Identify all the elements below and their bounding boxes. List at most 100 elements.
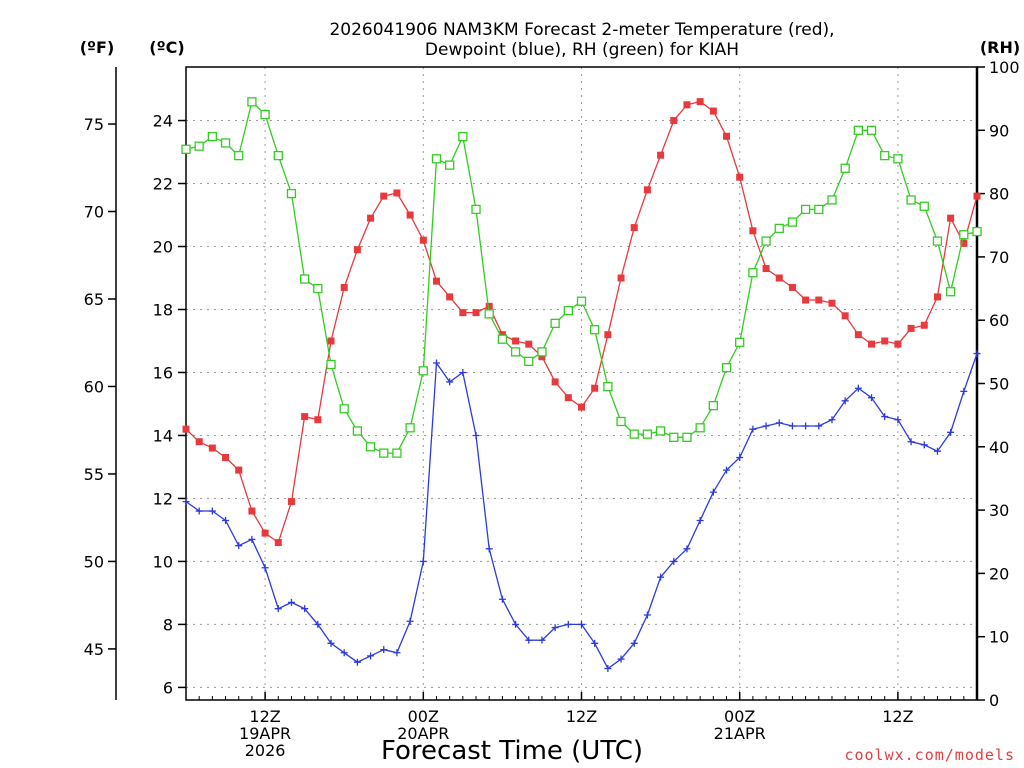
rh-point [787,217,798,227]
rh-point [959,230,969,240]
dewpoint-point [406,617,414,625]
celsius-tick-label: 14 [153,426,173,445]
dewpoint-point [208,507,216,515]
rh-point [273,150,283,161]
rh-tick-label: 10 [989,628,1009,647]
rh-point [642,429,653,439]
dewpoint-point [591,639,599,647]
temperature-point [538,353,546,361]
rh-point [893,154,903,164]
temperature-point [485,302,493,310]
temperature-point [815,296,823,304]
rh-point [286,188,297,199]
temperature-point [709,107,717,115]
dewpoint-point [235,542,243,550]
temperature-point [472,309,480,317]
rh-point [735,337,745,348]
fahrenheit-tick-label: 65 [84,290,104,309]
temperature-point [261,529,269,537]
rh-point [194,141,204,151]
rh-point [590,325,600,335]
rh-point [932,236,943,246]
rh-point [866,125,877,135]
dewpoint-point [287,598,295,606]
temperature-point [248,507,256,515]
temperature-point [340,283,348,291]
temperature-point [960,239,968,247]
time-tick-label: 2026 [245,741,286,760]
dewpoint-point [432,359,440,367]
rh-point [853,125,863,135]
temperature-point [696,98,704,106]
temperature-point [380,192,388,200]
dewpoint-point [630,639,638,647]
fahrenheit-tick-label: 55 [84,465,104,484]
time-tick-label: 12Z [882,707,913,726]
series-dewpoint [182,350,981,673]
dewpoint-point [485,545,493,553]
rh-point [576,296,587,306]
dewpoint-point [868,394,876,402]
dewpoint-point [564,620,572,628]
dewpoint-point [933,447,941,455]
temperature-point [973,192,981,200]
temperature-point [828,299,836,307]
temperature-point [459,309,467,317]
dewpoint-point [854,384,862,392]
dewpoint-point [472,431,480,439]
fahrenheit-tick-label: 45 [84,640,104,659]
temperature-point [419,236,427,244]
temperature-point [235,466,243,474]
rh-point [405,423,415,433]
rh-point [379,448,389,458]
temperature-point [643,186,651,194]
temperature-point [195,438,203,446]
rh-point [774,223,784,234]
dewpoint-point [960,387,968,395]
rh-point [695,423,705,433]
rh-unit-label: (RH) [980,38,1020,57]
temperature-point [881,337,889,345]
dewpoint-point [723,466,731,474]
dewpoint-point [683,545,691,553]
temperature-point [222,454,230,462]
rh-point [220,138,231,148]
dewpoint-point [749,425,757,433]
celsius-unit-label: (ºC) [149,38,184,57]
celsius-tick-label: 6 [163,678,173,697]
temperature-point [314,416,322,424]
celsius-tick-label: 10 [153,552,173,571]
dewpoint-point [393,649,401,657]
dewpoint-point [182,498,190,506]
rh-point [603,382,613,392]
dewpoint-point [617,655,625,663]
celsius-tick-label: 18 [153,300,173,319]
rh-point [827,195,837,205]
rh-point [418,366,428,376]
rh-tick-label: 60 [989,311,1009,330]
temperature-point [788,283,796,291]
dewpoint-point [551,624,559,632]
rh-point [365,442,376,452]
fahrenheit-tick-label: 75 [84,115,104,134]
time-tick-label: 12Z [249,707,280,726]
dewpoint-point [274,605,282,613]
rh-point [234,150,244,161]
dewpoint-point [604,665,612,673]
rh-point [299,274,310,284]
time-tick-label: 21APR [714,724,766,743]
temperature-point [393,189,401,197]
rh-tick-label: 90 [989,121,1009,140]
temperature-point [683,101,691,109]
rh-point [392,448,402,458]
time-tick-label: 12Z [566,707,597,726]
celsius-tick-label: 16 [153,363,173,382]
dewpoint-point [248,535,256,543]
dewpoint-point [802,422,810,430]
chart-title: 2026041906 NAM3KM Forecast 2-meter Tempe… [329,20,834,40]
dewpoint-point [525,636,533,644]
rh-point [484,309,494,319]
axis-ticks: 6 8 10 12 14 16 18 20 22 24 45 50 55 60 65 70 75 0 10 20 30 4… [84,58,1020,760]
rh-point [629,429,639,439]
dewpoint-point [261,564,269,572]
